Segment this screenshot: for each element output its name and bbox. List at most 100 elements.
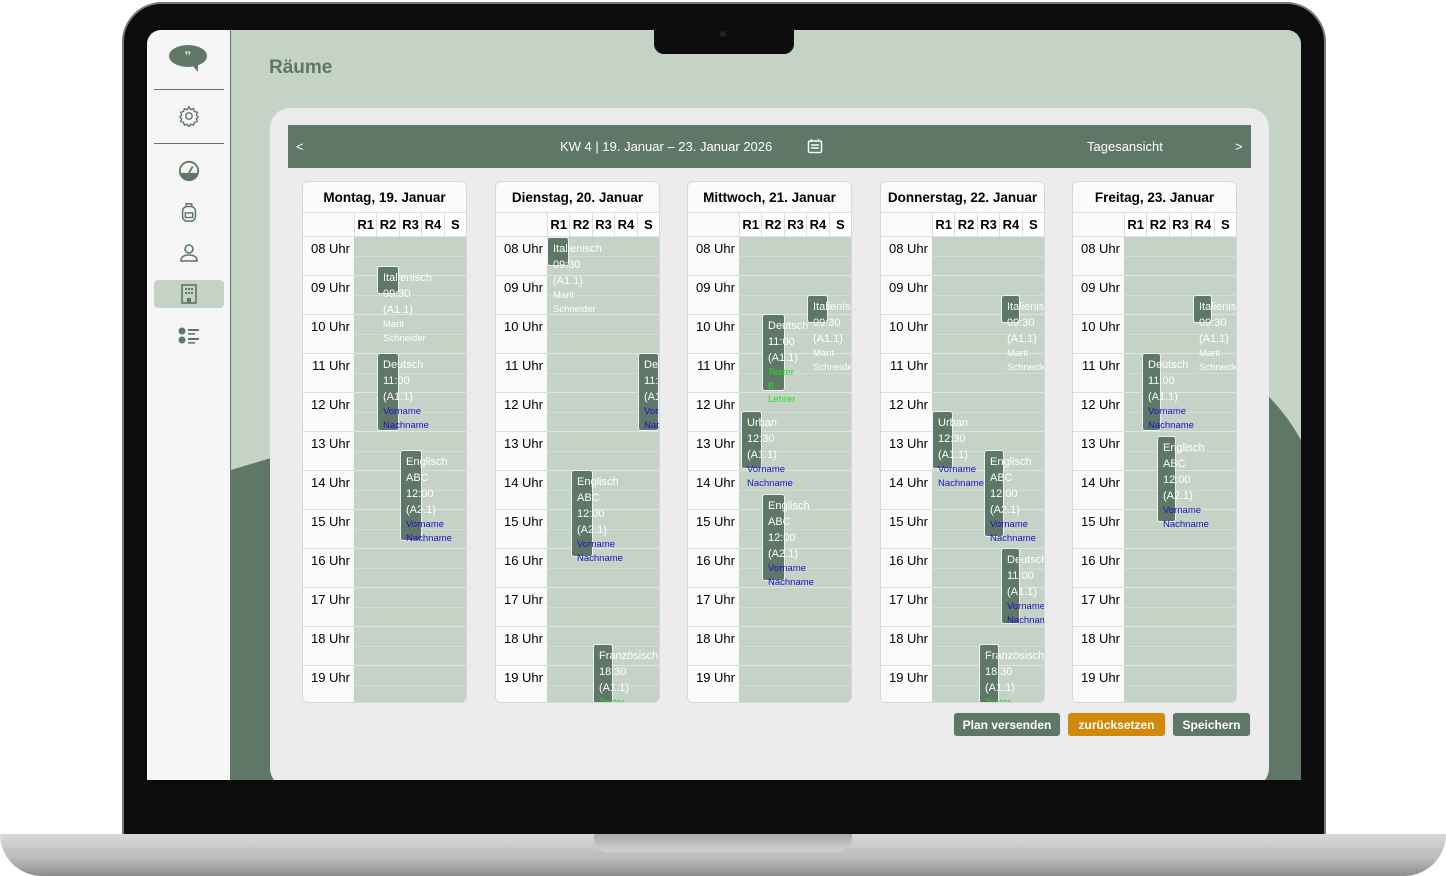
hour-label: 17 Uhr — [1073, 587, 1124, 626]
grid-line — [932, 548, 1044, 549]
event-line: Englisch — [577, 476, 619, 488]
sidebar-item-tasks[interactable] — [147, 320, 231, 352]
view-mode-toggle[interactable]: Tagesansicht — [1087, 139, 1163, 154]
save-button[interactable]: Speichern — [1172, 712, 1251, 737]
event-block[interactable] — [807, 295, 828, 323]
event-block[interactable] — [1142, 353, 1161, 431]
grid-line — [354, 587, 466, 588]
grid-line — [1124, 587, 1236, 588]
grid-line — [1124, 645, 1236, 647]
event-line: Französisch — [599, 650, 659, 662]
grid-line — [547, 450, 659, 452]
grid-line — [1124, 236, 1236, 237]
room-grid[interactable]: Italienisch 09:30 (A1.1) Marit Schneider Deut… — [547, 236, 659, 702]
event-person: Marit — [1007, 348, 1029, 359]
day-column: Montag, 19. Januar R1 R2 R3 R4 S Italienisch 09… — [302, 181, 467, 703]
event-block[interactable] — [932, 411, 953, 469]
event-block[interactable] — [741, 411, 762, 469]
grid-line — [354, 353, 466, 354]
event-line: ABC — [1163, 458, 1186, 470]
hour-label: 15 Uhr — [303, 509, 354, 548]
event-block[interactable] — [1157, 436, 1176, 522]
hour-label: 12 Uhr — [688, 392, 739, 431]
event-block[interactable] — [1193, 295, 1212, 323]
room-header: R2 — [761, 213, 783, 236]
hour-label: 18 Uhr — [303, 626, 354, 665]
event-line: Französisch — [985, 650, 1044, 662]
send-plan-button[interactable]: Plan versenden — [953, 712, 1061, 737]
event-line: Deutsch — [644, 359, 659, 371]
logo-speech-bubble-icon[interactable]: ❞ — [147, 42, 231, 74]
event-block[interactable] — [400, 450, 422, 541]
event-person: Nachname — [1007, 614, 1044, 626]
room-header: R3 — [1168, 213, 1191, 236]
room-header: R4 — [1191, 213, 1213, 236]
room-header: R3 — [591, 213, 614, 236]
event-line: 11:00 — [644, 375, 659, 387]
room-header: R1 — [739, 213, 761, 236]
reset-button[interactable]: zurücksetzen — [1067, 712, 1166, 737]
room-grid[interactable]: Italienisch 09:30 (A1.1) Marit Schneider Urba… — [932, 236, 1044, 703]
day-title: Montag, 19. Januar — [303, 182, 466, 213]
grid-line — [354, 626, 466, 627]
event-line: 11:00 — [383, 375, 410, 387]
event-block[interactable] — [547, 237, 569, 266]
event-person: Vorname — [577, 539, 616, 550]
grid-line — [547, 314, 659, 315]
calendar-icon[interactable] — [807, 138, 823, 157]
hour-label: 11 Uhr — [1073, 353, 1124, 392]
event-block[interactable] — [762, 314, 785, 391]
person-icon — [180, 244, 198, 262]
hour-label: 12 Uhr — [303, 392, 354, 431]
sidebar-item-students[interactable] — [147, 196, 231, 228]
room-header-row: R1 R2 R3 R4 S — [547, 213, 659, 236]
event-person: Nachname — [644, 419, 659, 431]
day-title: Dienstag, 20. Januar — [496, 182, 659, 213]
hour-label: 15 Uhr — [881, 509, 932, 548]
grid-line — [739, 587, 851, 588]
hour-label: 19 Uhr — [688, 665, 739, 702]
hour-label: 09 Uhr — [303, 275, 354, 314]
next-week-button[interactable]: > — [1235, 139, 1243, 154]
event-label: Englisch ABC 12:00 (A2.1) Vorname Nachname — [768, 498, 814, 589]
event-line: (A2.1) — [1163, 490, 1193, 502]
event-person: Vorname — [1148, 406, 1187, 417]
room-header: R2 — [569, 213, 591, 236]
prev-week-button[interactable]: < — [296, 139, 304, 154]
room-header: R4 — [614, 213, 636, 236]
event-block[interactable] — [979, 644, 999, 702]
sidebar-item-dashboard[interactable] — [147, 155, 231, 187]
sidebar-item-rooms[interactable] — [147, 278, 231, 310]
room-header: R2 — [1146, 213, 1168, 236]
settings-gear-icon[interactable] — [147, 100, 231, 132]
grid-line — [547, 606, 659, 608]
room-header: S — [828, 213, 851, 236]
room-header: R1 — [354, 213, 376, 236]
room-grid[interactable]: Italienisch 09:30 (A1.1) Marit Schneider Deut… — [739, 236, 851, 702]
room-grid[interactable]: Italienisch 09:30 (A1.1) Marit Schneider Deut… — [354, 236, 466, 702]
room-header: R2 — [954, 213, 976, 236]
week-navigation-bar: < KW 4 | 19. Januar – 23. Januar 2026 Ta… — [288, 125, 1251, 168]
grid-line — [547, 236, 659, 237]
event-block[interactable] — [377, 353, 399, 431]
event-line: (A1.1) — [1148, 391, 1178, 403]
event-block[interactable] — [984, 450, 1004, 537]
event-block[interactable] — [638, 353, 659, 431]
sidebar-item-teachers[interactable] — [147, 237, 231, 269]
event-block[interactable] — [377, 266, 399, 294]
grid-line — [739, 333, 851, 335]
event-block[interactable] — [571, 470, 593, 557]
event-line: Urban — [747, 417, 777, 429]
event-person: Vorname — [990, 519, 1029, 530]
grid-line — [1124, 626, 1236, 627]
event-person: Tester — [985, 697, 1011, 703]
grid-line — [354, 665, 466, 666]
event-block[interactable] — [593, 644, 613, 702]
event-block[interactable] — [1001, 548, 1020, 624]
event-block[interactable] — [1001, 295, 1020, 323]
room-grid[interactable]: Italienisch 09:30 (A1.1) Marit Schneider Deut… — [1124, 236, 1236, 702]
grid-line — [1124, 353, 1236, 354]
hour-label: 15 Uhr — [496, 509, 547, 548]
event-block[interactable] — [762, 494, 785, 581]
